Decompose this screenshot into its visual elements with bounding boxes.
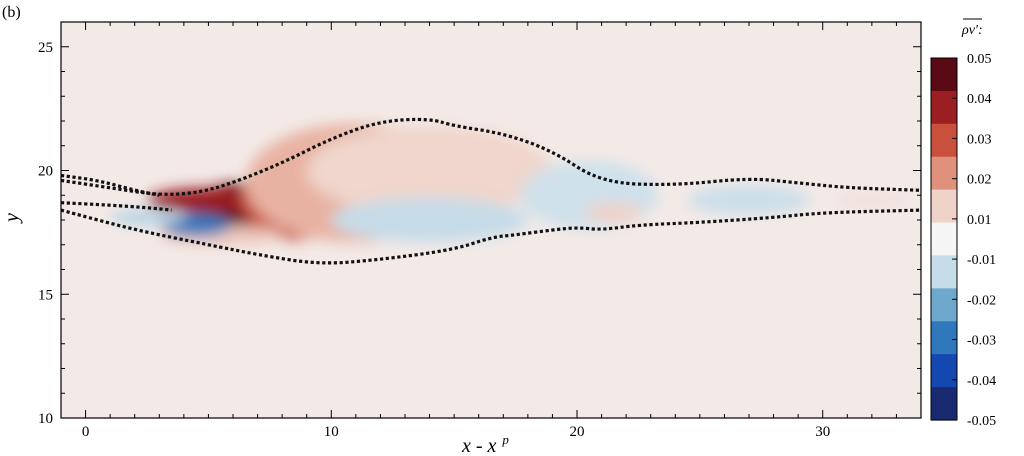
x-axis: 0 10 20 30	[60, 22, 922, 440]
colorbar-block-8	[931, 321, 957, 355]
contour-lower	[61, 208, 921, 265]
colorbar-tick-label: -0.01	[967, 253, 996, 268]
field-region-8	[331, 197, 528, 243]
colorbar-block-3	[931, 156, 957, 191]
x-tick-label: 30	[815, 424, 830, 440]
colorbar-frame	[930, 57, 958, 421]
contour-upper	[61, 117, 921, 196]
plot-area: 0 10 20 30 10 15 20 25	[38, 21, 922, 440]
field-region-7	[110, 210, 184, 225]
y-tick-label: 10	[38, 411, 53, 427]
colorbar-tick-label: -0.03	[967, 334, 996, 349]
colorbar-title: ρv′:	[961, 23, 983, 38]
y-tick-label: 20	[38, 164, 53, 180]
y-axis: 10 15 20 25	[38, 21, 921, 427]
colorbar-block-10	[931, 387, 957, 421]
colorbar-block-7	[931, 288, 957, 322]
contour-layer	[61, 117, 921, 265]
colorbar-tick-label: -0.05	[967, 414, 996, 429]
contour-top-edge	[61, 173, 160, 197]
colorbar-tick-label: 0.05	[967, 52, 992, 67]
colorbar-block-1	[931, 90, 957, 125]
colorbar-tick-label: 0.04	[967, 92, 992, 107]
colorbar-tick-label: -0.04	[967, 374, 996, 389]
field-region-12	[835, 192, 909, 208]
y-axis-title: y	[1, 213, 23, 224]
x-axis-title-superscript: p	[501, 432, 509, 447]
x-tick-label: 20	[570, 424, 585, 440]
colorbar-block-0	[931, 58, 957, 92]
x-tick-label: 10	[324, 424, 339, 440]
y-tick-label: 15	[38, 287, 53, 303]
colorbar-ticks: 0.05 0.04 0.03 0.02 0.01 -0.01 -0.02 -0.03 -0.04…	[952, 52, 996, 429]
colorbar-block-9	[931, 354, 957, 388]
colorbar-block-5	[931, 222, 957, 257]
x-tick-label: 0	[82, 424, 90, 440]
colorbar-block-6	[931, 255, 957, 289]
colorbar-blocks	[931, 58, 957, 421]
colorbar-tick-label: 0.02	[967, 173, 992, 188]
y-tick-label: 25	[38, 40, 53, 56]
x-axis-title-main: x - x	[461, 435, 497, 456]
colorbar-block-2	[931, 123, 957, 158]
contour-inner	[61, 201, 172, 212]
colorbar-block-4	[931, 189, 957, 224]
field-region-4	[306, 125, 553, 216]
field-region-9	[520, 160, 659, 230]
field-region-11	[584, 202, 644, 223]
field-region-10	[687, 185, 811, 216]
panel-label: (b)	[2, 4, 21, 21]
colorbar-tick-label: -0.02	[967, 293, 996, 308]
colorbar-tick-label: 0.01	[967, 213, 992, 228]
colorbar: ρv′: 0.05 0.04 0.03 0.02 0.01 -0.01 -0.02 -0.03…	[930, 18, 996, 429]
colorbar-tick-label: 0.03	[967, 132, 992, 147]
